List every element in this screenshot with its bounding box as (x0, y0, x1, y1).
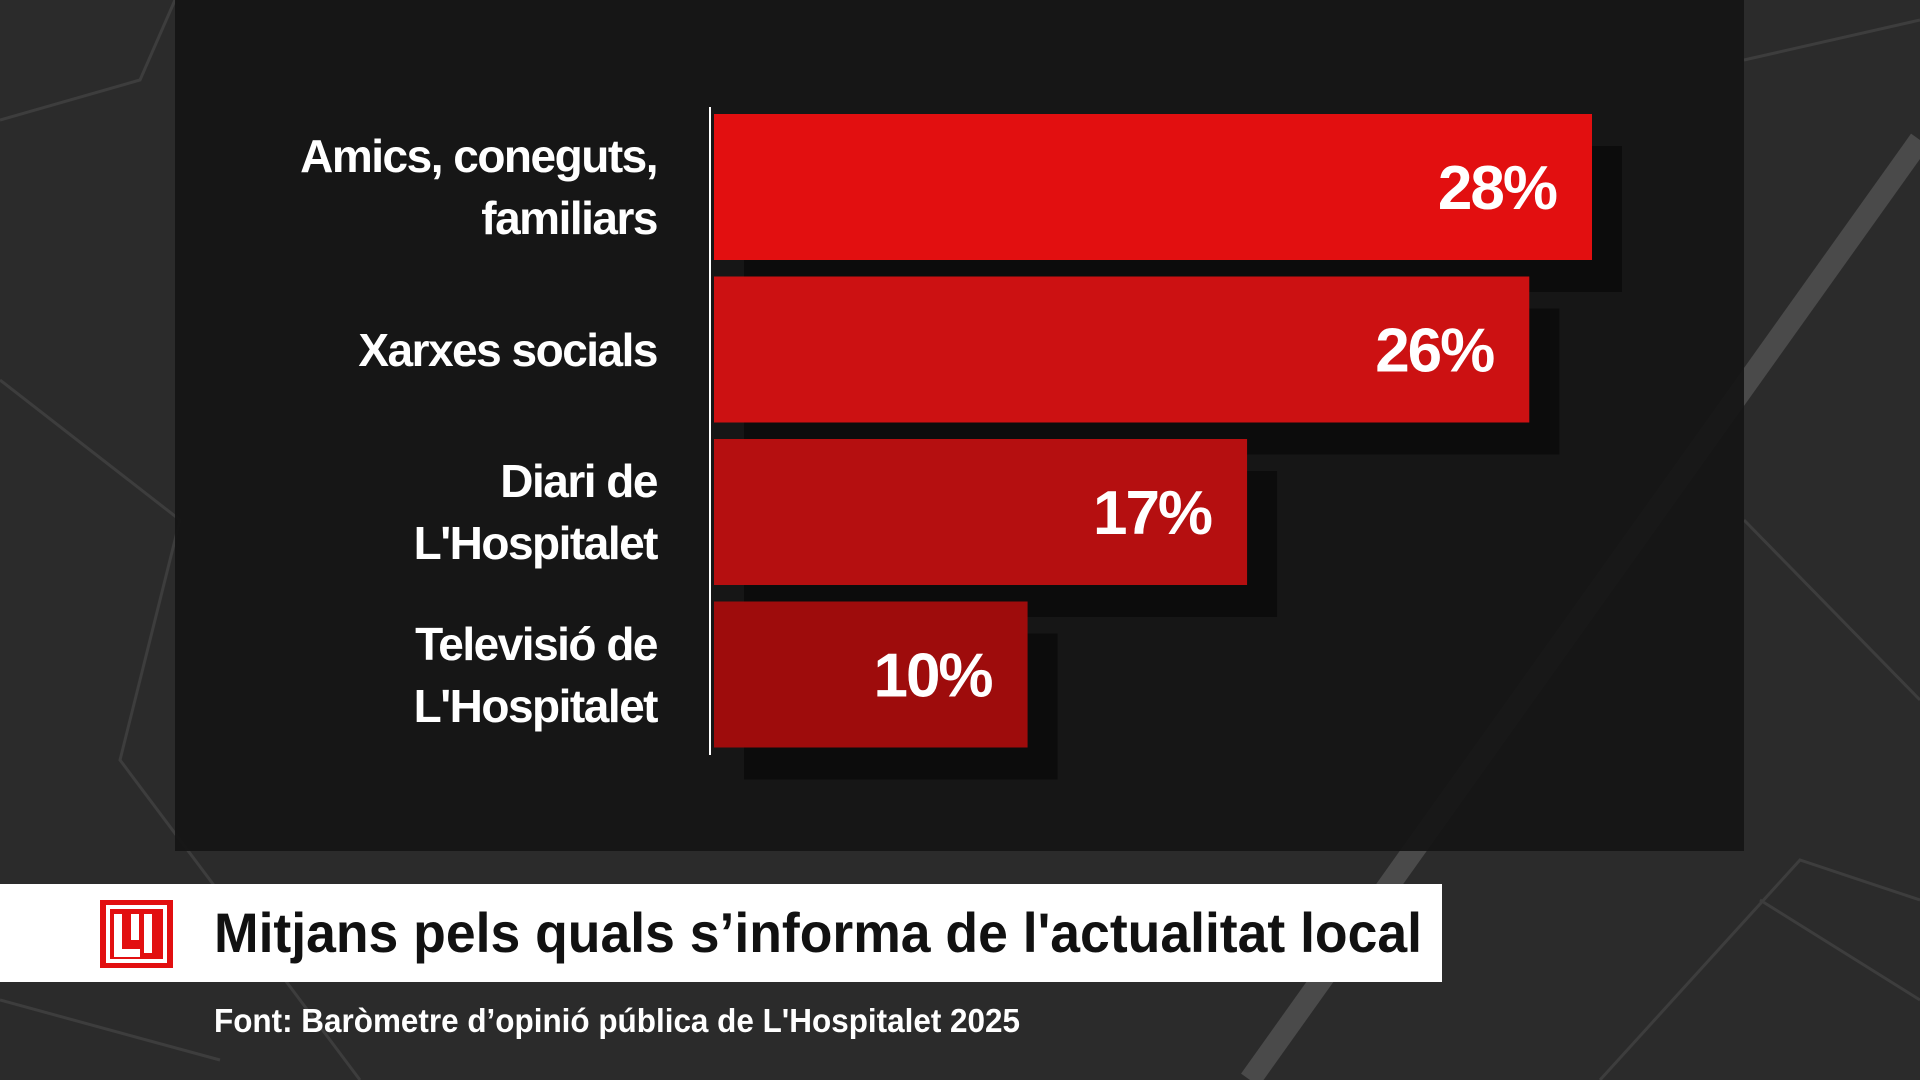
value-label: 26% (1375, 317, 1494, 386)
bars: 28% 26% 17% 10% (714, 114, 1622, 780)
bar (714, 601, 1028, 748)
value-label: 28% (1438, 154, 1557, 223)
logo (100, 900, 173, 968)
value-label: 10% (873, 642, 992, 711)
chart-title: Mitjans pels quals s’informa de l'actual… (214, 901, 1422, 964)
value-label: 17% (1093, 479, 1212, 548)
category-label: Diari de L'Hospitalet (413, 455, 659, 569)
bar (714, 439, 1248, 585)
source: Font: Baròmetre d’opinió pública de L'Ho… (214, 1002, 1020, 1039)
bar (714, 114, 1592, 260)
bar (714, 276, 1530, 423)
category-label: Xarxes socials (358, 323, 658, 376)
title-bar (0, 884, 1442, 982)
category-label: Amics, coneguts, familiars (300, 130, 658, 244)
category-label: Televisió de L'Hospitalet (413, 617, 659, 732)
